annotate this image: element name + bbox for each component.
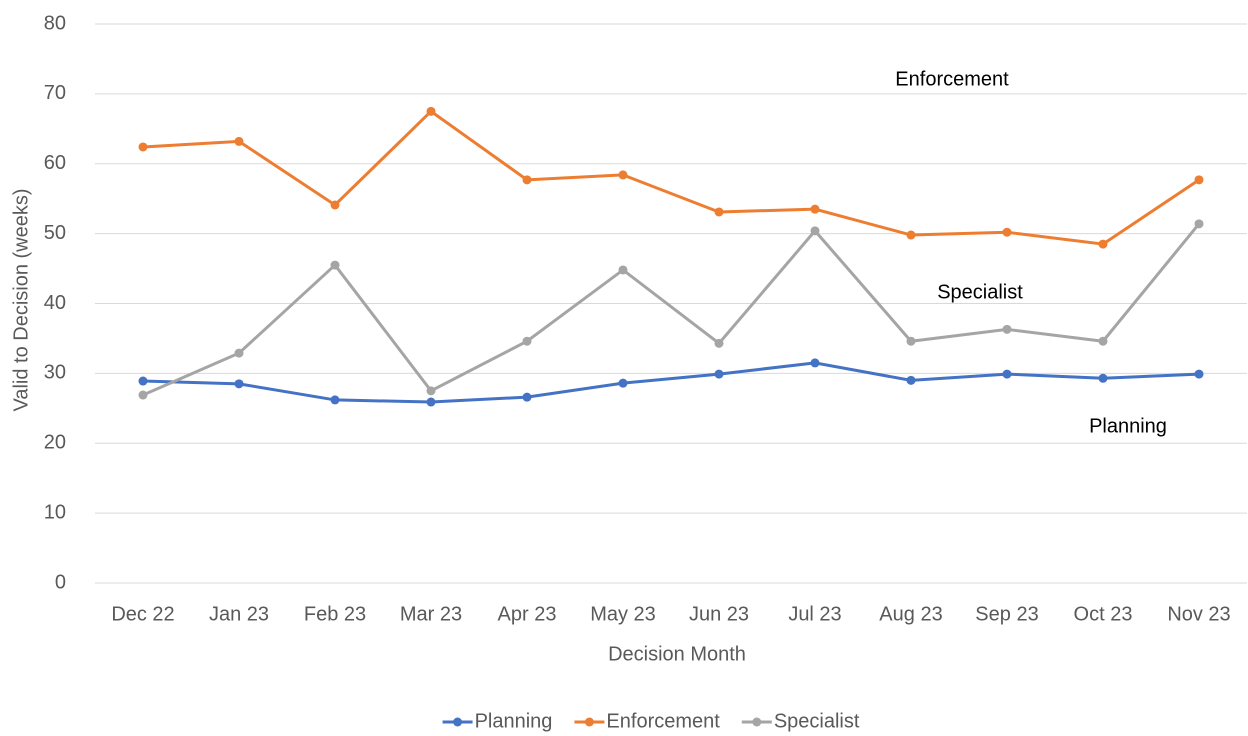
data-point (906, 230, 916, 240)
data-point (138, 390, 148, 400)
x-tick-label: Aug 23 (879, 603, 942, 625)
y-axis-title: Valid to Decision (weeks) (10, 188, 32, 411)
data-point (234, 136, 244, 146)
y-tick-label: 30 (44, 362, 66, 384)
data-point (714, 338, 724, 348)
legend-marker (752, 717, 762, 727)
data-point (1194, 175, 1204, 185)
data-point (234, 379, 244, 389)
data-point (138, 142, 148, 152)
x-tick-label: Mar 23 (400, 603, 462, 625)
data-point (1098, 239, 1108, 249)
data-point (714, 207, 724, 217)
data-point (426, 397, 436, 407)
data-point (714, 369, 724, 379)
legend: Planning Enforcement Specialist (442, 710, 860, 732)
x-tick-label: Jun 23 (689, 603, 749, 625)
x-tick-label: May 23 (590, 603, 656, 625)
data-point (906, 375, 916, 385)
legend-marker (453, 717, 463, 727)
x-tick-label: Oct 23 (1074, 603, 1133, 625)
y-tick-label: 70 (44, 82, 66, 104)
annotation: Specialist (937, 281, 1023, 303)
legend-label: Planning (475, 710, 553, 732)
x-tick-label: Apr 23 (498, 603, 557, 625)
x-tick-label: Nov 23 (1167, 603, 1230, 625)
legend-marker (584, 717, 594, 727)
x-axis-title: Decision Month (608, 643, 746, 665)
y-tick-label: 80 (44, 12, 66, 34)
data-point (234, 348, 244, 358)
data-point (810, 358, 820, 368)
data-point (810, 226, 820, 236)
x-tick-label: Jan 23 (209, 603, 269, 625)
data-point (810, 204, 820, 214)
data-point (1194, 369, 1204, 379)
data-point (618, 265, 628, 275)
x-tick-label: Jul 23 (788, 603, 841, 625)
y-tick-label: 40 (44, 292, 66, 314)
data-point (618, 170, 628, 180)
series-line (142, 361, 1200, 404)
data-point (1002, 227, 1012, 237)
data-point (138, 376, 148, 386)
y-tick-label: 10 (44, 501, 66, 523)
series-line (142, 222, 1201, 397)
data-point (330, 395, 340, 405)
legend-label: Specialist (774, 710, 860, 732)
y-tick-label: 0 (55, 571, 66, 593)
x-tick-label: Dec 22 (111, 603, 174, 625)
y-tick-label: 60 (44, 152, 66, 174)
annotation: Planning (1089, 415, 1167, 437)
data-point (1098, 336, 1108, 346)
data-point (426, 386, 436, 396)
data-point (1098, 373, 1108, 383)
legend-label: Enforcement (606, 710, 720, 732)
data-point (330, 260, 340, 270)
series-line (142, 109, 1200, 246)
data-point (1194, 219, 1204, 229)
x-tick-label: Feb 23 (304, 603, 366, 625)
data-point (522, 175, 532, 185)
y-tick-label: 50 (44, 222, 66, 244)
data-point (618, 378, 628, 388)
data-point (330, 200, 340, 210)
data-point (1002, 369, 1012, 379)
annotation: Enforcement (895, 68, 1009, 90)
data-point (906, 336, 916, 346)
data-point (426, 106, 436, 116)
x-tick-label: Sep 23 (975, 603, 1038, 625)
data-point (522, 336, 532, 346)
data-point (1002, 324, 1012, 334)
data-point (522, 392, 532, 402)
y-tick-label: 20 (44, 432, 66, 454)
